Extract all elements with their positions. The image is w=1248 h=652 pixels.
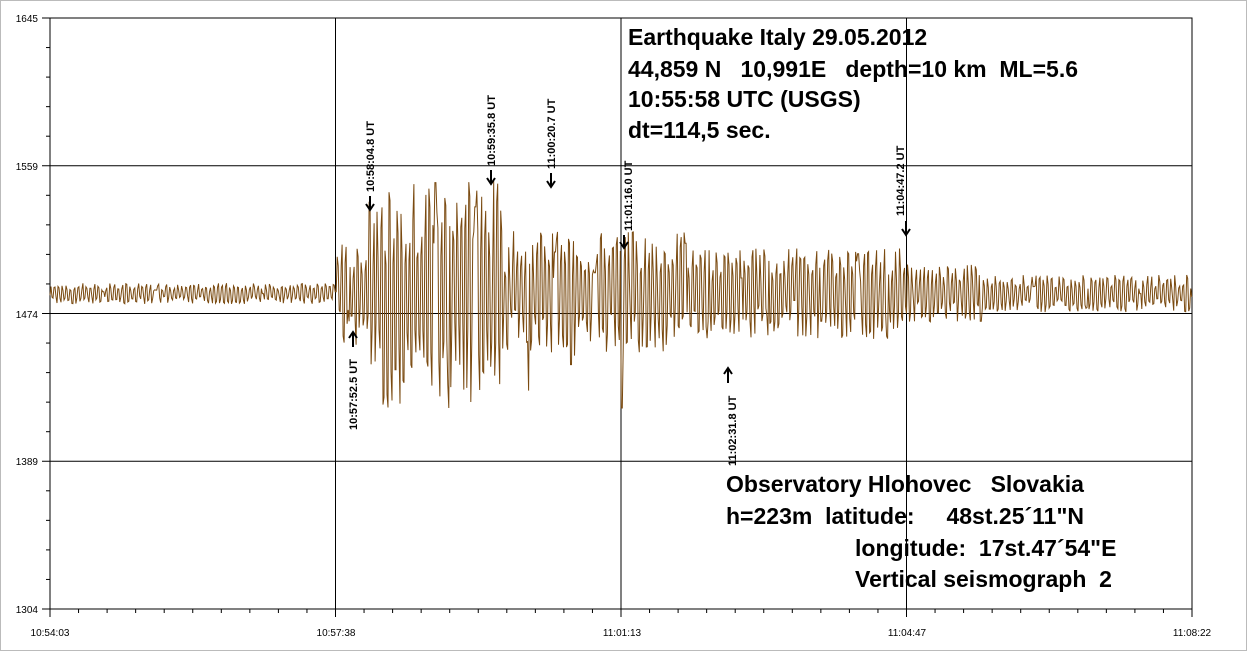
arrow-down-icon [901,221,911,237]
seismogram-trace [49,180,1193,409]
instrument-name: Vertical seismograph 2 [855,566,1112,592]
station-info-box: Observatory Hlohovec Slovakia h=223m lat… [726,471,1116,592]
arrival-label: 10:59:35.8 UT [486,95,498,166]
arrival-label: 11:01:16.0 UT [623,160,635,231]
arrow-down-icon [546,173,556,189]
x-tick-label: 11:04:47 [888,628,927,639]
arrow-down-icon [619,235,629,250]
event-title: Earthquake Italy 29.05.2012 [628,24,927,50]
arrival-label: 11:04:47.2 UT [895,145,907,216]
x-tick-label: 10:57:38 [317,628,356,639]
y-tick-label: 1645 [16,14,39,25]
station-name: Observatory Hlohovec Slovakia [726,471,1084,497]
arrival-label: 11:00:20.7 UT [546,98,558,169]
arrival-marker: 11:04:47.2 UT [895,145,911,237]
arrival-marker: 10:57:52.5 UT [348,330,360,430]
event-info-box: Earthquake Italy 29.05.2012 44,859 N 10,… [628,24,1078,143]
station-latitude: h=223m latitude: 48st.25´11"N [726,503,1084,529]
arrival-marker: 11:01:16.0 UT [619,160,635,250]
arrival-annotations: 10:57:52.5 UT 10:58:04.8 UT 10:59:35.8 U… [348,95,911,466]
y-tick-label: 1474 [16,310,39,321]
event-coordinates: 44,859 N 10,991E depth=10 km ML=5.6 [628,56,1078,82]
station-longitude: longitude: 17st.47´54"E [855,535,1116,561]
arrow-up-icon [723,366,733,383]
event-dt: dt=114,5 sec. [628,117,771,143]
x-tick-label: 10:54:03 [31,628,70,639]
arrival-label: 10:57:52.5 UT [348,359,360,430]
x-axis-ticks: 10:54:03 10:57:38 11:01:13 11:04:47 11:0… [31,628,1212,639]
arrow-up-icon [348,330,358,347]
minor-ticks [42,17,1193,617]
arrival-marker: 11:02:31.8 UT [723,366,739,466]
x-tick-label: 11:01:13 [603,628,642,639]
arrival-marker: 10:59:35.8 UT [486,95,498,186]
arrow-down-icon [486,170,496,186]
arrow-down-icon [365,196,375,212]
y-tick-label: 1304 [16,605,39,616]
arrival-marker: 11:00:20.7 UT [546,98,558,189]
arrival-label: 11:02:31.8 UT [727,395,739,466]
y-tick-label: 1389 [16,457,39,468]
y-axis-ticks: 1645 1559 1474 1389 1304 [16,14,39,616]
arrival-label: 10:58:04.8 UT [365,121,377,192]
x-tick-label: 11:08:22 [1173,628,1212,639]
event-time: 10:55:58 UTC (USGS) [628,86,861,112]
y-tick-label: 1559 [16,162,39,173]
arrival-marker: 10:58:04.8 UT [365,121,377,212]
